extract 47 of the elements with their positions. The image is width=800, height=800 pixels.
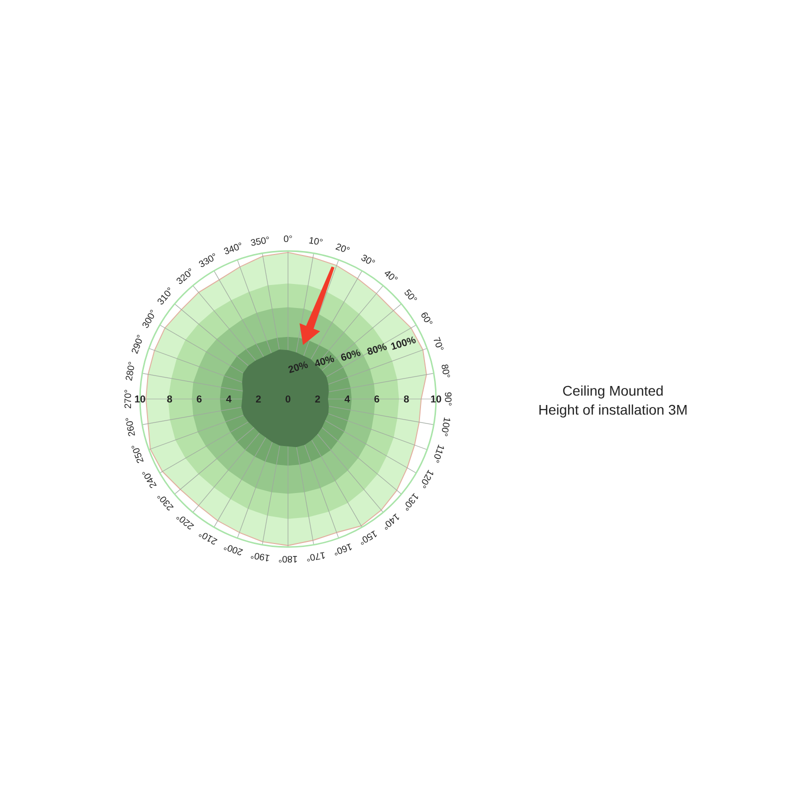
- spoke-label: 340°: [224, 242, 242, 254]
- spoke-label: 100°: [442, 417, 450, 436]
- y-tick-label: 10: [431, 395, 442, 403]
- text: Ceiling Mounted: [563, 385, 663, 399]
- spoke-label: 0°: [284, 235, 292, 242]
- spoke-label: 280°: [126, 362, 134, 381]
- y-tick-label: 8: [167, 395, 172, 403]
- spoke-label: 180°: [278, 556, 297, 563]
- spoke-label: 110°: [434, 444, 444, 463]
- spoke-label: 330°: [198, 253, 215, 268]
- series-label: 40%: [315, 355, 334, 366]
- y-tick-label: 0: [286, 395, 290, 403]
- spoke-label: 220°: [176, 516, 194, 530]
- y-tick-label: 6: [196, 395, 202, 403]
- series-label: 20%: [288, 361, 308, 374]
- y-tick-label: 2: [315, 396, 320, 402]
- spoke-label: 60°: [421, 312, 432, 324]
- series-label: 100%: [390, 336, 416, 350]
- spoke-label: 200°: [224, 545, 243, 556]
- y-tick-label: 4: [344, 396, 350, 402]
- spoke-label: 170°: [307, 552, 325, 562]
- y-tick-label: 8: [404, 395, 409, 403]
- spoke-label: 250°: [132, 446, 144, 464]
- y-tick-label: 4: [226, 396, 232, 402]
- series-label: 80%: [367, 343, 387, 355]
- text: Height of installation 3M: [539, 404, 687, 418]
- spoke-label: 230°: [157, 496, 174, 510]
- spoke-label: 90°: [444, 392, 452, 406]
- spoke-label: 190°: [250, 552, 270, 562]
- spoke-label: 290°: [132, 334, 142, 354]
- spoke-label: 50°: [404, 289, 417, 300]
- spoke-label: 80°: [442, 364, 450, 378]
- spoke-label: 10°: [309, 237, 323, 245]
- spoke-label: 150°: [361, 530, 377, 545]
- spoke-label: 20°: [336, 244, 350, 252]
- spoke-label: 210°: [198, 532, 218, 544]
- spoke-label: 30°: [361, 254, 375, 264]
- spoke-label: 270°: [124, 390, 132, 408]
- spoke-label: 350°: [250, 236, 269, 246]
- y-tick-label: 2: [256, 396, 261, 402]
- y-tick-label: 10: [135, 395, 146, 403]
- spoke-label: 160°: [334, 544, 352, 556]
- y-tick-label: 6: [374, 395, 380, 403]
- spoke-label: 40°: [384, 271, 398, 280]
- spoke-label: 70°: [434, 336, 444, 350]
- series-label: 60%: [341, 349, 360, 361]
- spoke-label: 260°: [126, 418, 135, 436]
